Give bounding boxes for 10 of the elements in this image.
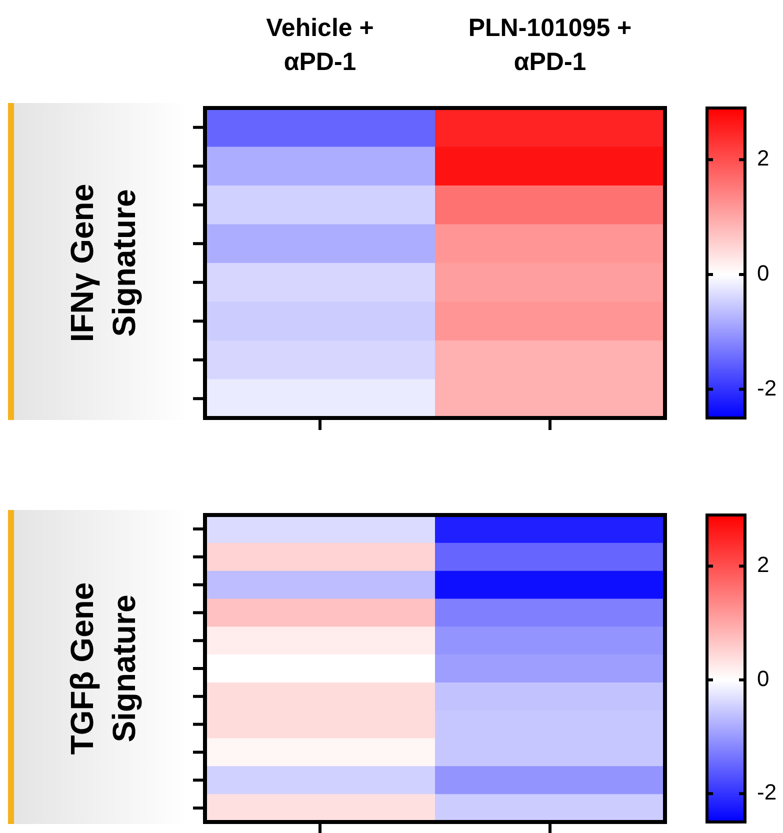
color-bar-label: -2 [757, 375, 777, 400]
x-tick-label: Vehicle + αPD-1 [266, 14, 374, 76]
y-axis-title: IFNγ Gene Signature [64, 184, 142, 342]
color-bar-label: 0 [757, 260, 770, 286]
color-bar-label: 0 [757, 666, 770, 691]
color-bar-label: 2 [757, 146, 770, 171]
y-axis-title: TGFβ Gene Signature [64, 582, 142, 755]
color-bar-label: 2 [757, 552, 770, 578]
color-bar-label: -2 [757, 780, 777, 805]
x-tick-label: PLN-101095 + αPD-1 [468, 14, 632, 76]
